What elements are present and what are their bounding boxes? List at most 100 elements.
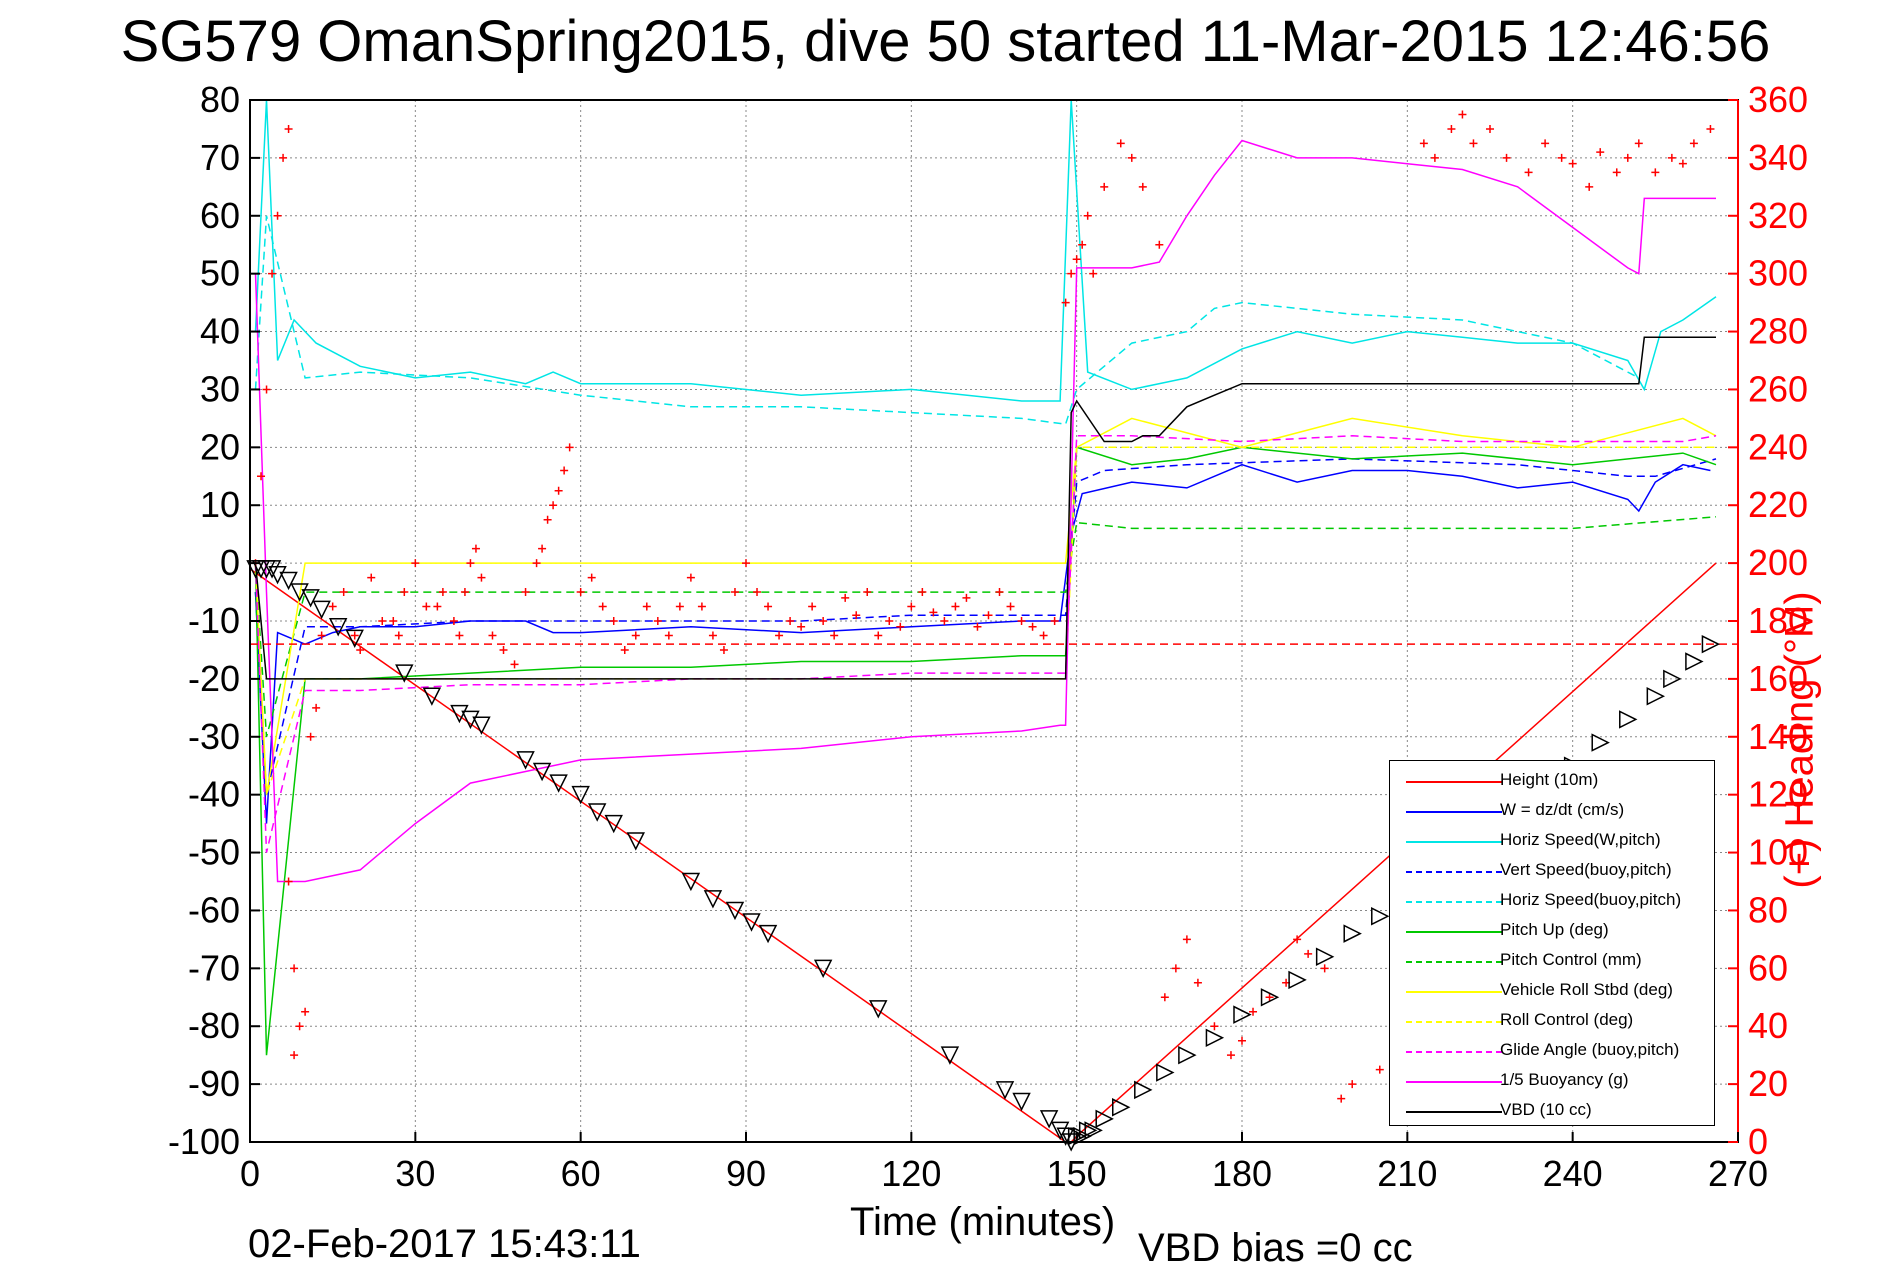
y-tick-label: 80 xyxy=(200,79,240,120)
heading-marker xyxy=(609,617,618,625)
legend-label: Pitch Up (deg) xyxy=(1500,920,1609,939)
series-lines xyxy=(250,100,1717,1142)
legend-entry: Glide Angle (buoy,pitch) xyxy=(1390,1037,1714,1067)
heading-marker xyxy=(1089,269,1098,278)
heading-marker xyxy=(521,588,530,597)
heading-marker xyxy=(885,617,894,625)
heading-marker xyxy=(1585,182,1594,191)
x-tick-label: 210 xyxy=(1377,1153,1437,1194)
dive-marker xyxy=(703,890,723,909)
heading-marker xyxy=(1706,124,1715,133)
dive-marker xyxy=(587,803,607,822)
dive-marker xyxy=(1050,1121,1070,1141)
heading-marker xyxy=(1304,949,1313,958)
legend-line-sample xyxy=(1406,1081,1502,1083)
dive-marker xyxy=(279,571,298,591)
x-tick-label: 90 xyxy=(726,1153,766,1194)
series-line xyxy=(254,215,1640,426)
heading-marker xyxy=(273,211,282,220)
heading-marker xyxy=(598,602,607,611)
legend-entry: W = dz/dt (cm/s) xyxy=(1390,797,1714,827)
heading-marker xyxy=(284,877,293,886)
legend-label: Vert Speed(buoy,pitch) xyxy=(1500,860,1672,879)
x-tick-label: 0 xyxy=(240,1153,260,1194)
heading-marker xyxy=(1067,269,1076,278)
dive-marker xyxy=(1646,687,1666,706)
heading-marker xyxy=(455,631,464,640)
heading-marker xyxy=(1469,139,1478,148)
heading-marker xyxy=(686,573,695,582)
heading-marker xyxy=(1458,110,1467,119)
heading-marker xyxy=(742,559,750,568)
legend-entry: Roll Control (deg) xyxy=(1390,1007,1714,1037)
heading-marker xyxy=(631,631,640,640)
heading-marker xyxy=(841,593,850,602)
heading-marker xyxy=(290,1051,299,1060)
y-right-tick-label: 220 xyxy=(1748,484,1808,525)
y-right-tick-label: 140 xyxy=(1748,716,1808,757)
heading-marker xyxy=(576,588,585,597)
series-line xyxy=(254,336,1716,680)
heading-marker xyxy=(328,602,337,611)
legend-line-sample xyxy=(1406,781,1502,783)
series-line xyxy=(254,446,1716,795)
legend-line-sample xyxy=(1406,991,1502,993)
heading-marker xyxy=(1320,964,1329,973)
dive-marker xyxy=(1343,924,1362,943)
heading-marker xyxy=(1072,255,1081,264)
heading-marker xyxy=(1160,993,1169,1002)
x-tick-label: 30 xyxy=(395,1153,435,1194)
legend-label: VBD (10 cc) xyxy=(1500,1100,1592,1119)
y-tick-label: 50 xyxy=(200,253,240,294)
heading-marker xyxy=(295,1022,304,1031)
heading-marker xyxy=(642,602,651,611)
y-tick-label: -40 xyxy=(188,774,240,815)
heading-marker xyxy=(538,544,547,553)
dive-marker xyxy=(395,664,414,683)
chart-legend: Height (10m) W = dz/dt (cm/s) Horiz Speed(… xyxy=(1389,760,1715,1126)
dive-marker xyxy=(1073,1126,1092,1146)
dive-marker xyxy=(1315,947,1335,966)
heading-marker xyxy=(400,588,409,597)
heading-marker xyxy=(460,588,469,597)
heading-marker xyxy=(1006,602,1015,611)
dive-marker xyxy=(549,774,568,793)
y-right-tick-label: 100 xyxy=(1748,832,1808,873)
heading-marker xyxy=(973,622,982,631)
dive-marker xyxy=(262,560,282,579)
dive-marker xyxy=(1371,907,1390,926)
heading-marker xyxy=(1502,153,1511,162)
legend-label: Horiz Speed(W,pitch) xyxy=(1500,830,1661,849)
heading-marker xyxy=(1623,153,1632,162)
series-group xyxy=(250,100,1717,1142)
dive-marker xyxy=(681,872,701,892)
heading-marker xyxy=(312,703,321,712)
y-right-tick-label: 280 xyxy=(1748,311,1808,352)
legend-label: Horiz Speed(buoy,pitch) xyxy=(1500,890,1682,909)
dive-marker xyxy=(1112,1098,1131,1117)
heading-marker xyxy=(1028,622,1037,631)
heading-marker xyxy=(730,588,739,597)
legend-label: Glide Angle (buoy,pitch) xyxy=(1500,1040,1680,1059)
heading-marker xyxy=(708,631,717,640)
heading-marker xyxy=(1249,1007,1258,1016)
y-tick-label: 20 xyxy=(200,426,240,467)
y-right-tick-label: 340 xyxy=(1748,137,1808,178)
heading-marker xyxy=(279,153,288,162)
dive-marker xyxy=(813,959,833,979)
x-tick-label: 60 xyxy=(561,1153,601,1194)
dive-marker xyxy=(1156,1063,1175,1082)
heading-marker xyxy=(1375,1065,1384,1074)
heading-marker xyxy=(1557,153,1566,162)
heading-marker xyxy=(301,1007,310,1016)
heading-marker xyxy=(339,588,348,597)
heading-marker xyxy=(1100,182,1109,191)
legend-entry: Vert Speed(buoy,pitch) xyxy=(1390,857,1714,887)
dive-marker xyxy=(1134,1080,1153,1100)
y-right-tick-label: 180 xyxy=(1748,600,1808,641)
heading-marker xyxy=(560,466,569,475)
legend-line-sample xyxy=(1406,961,1502,963)
dive-marker xyxy=(995,1081,1015,1100)
y-tick-label: -60 xyxy=(188,889,240,930)
x-tick-label: 120 xyxy=(881,1153,941,1194)
